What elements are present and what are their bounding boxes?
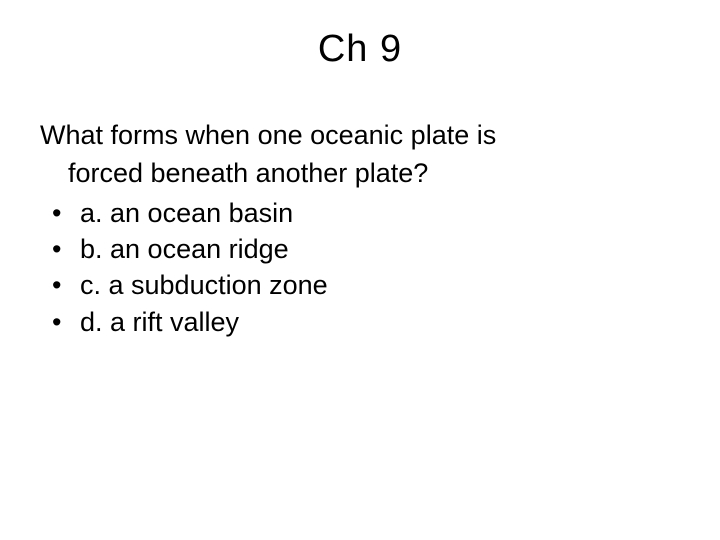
list-item: • c. a subduction zone [52, 267, 680, 303]
question-line-2: forced beneath another plate? [40, 157, 680, 191]
option-text: b. an ocean ridge [80, 231, 289, 267]
option-text: c. a subduction zone [80, 267, 328, 303]
option-text: d. a rift valley [80, 304, 239, 340]
option-text: a. an ocean basin [80, 195, 293, 231]
list-item: • d. a rift valley [52, 304, 680, 340]
bullet-icon: • [52, 267, 80, 303]
bullet-icon: • [52, 195, 80, 231]
slide-container: Ch 9 What forms when one oceanic plate i… [0, 0, 720, 540]
slide-title: Ch 9 [40, 28, 680, 71]
list-item: • b. an ocean ridge [52, 231, 680, 267]
options-list: • a. an ocean basin • b. an ocean ridge … [40, 195, 680, 341]
bullet-icon: • [52, 231, 80, 267]
list-item: • a. an ocean basin [52, 195, 680, 231]
question-line-1: What forms when one oceanic plate is [40, 119, 680, 153]
bullet-icon: • [52, 304, 80, 340]
